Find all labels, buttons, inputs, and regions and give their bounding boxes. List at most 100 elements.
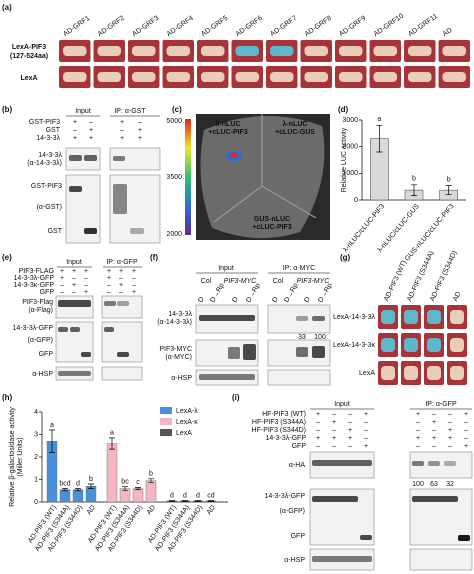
band [312,460,372,466]
colony [166,46,190,56]
legend-label: LexA [176,430,192,437]
sign: + [316,435,320,442]
blot-label: GST [48,228,63,235]
sign: + [60,268,64,275]
column-label: AD-GRF3 [131,15,160,38]
blot-label: 14-3-3λ [38,152,62,159]
significance-letter: b [89,476,93,483]
colony [339,46,363,56]
column-label: AD-GRF10 [373,12,405,38]
colony [235,72,259,82]
sign: + [73,135,77,142]
significance-letter: d [183,492,187,499]
lane-label: D→Rp [209,282,226,304]
construct-label: +cLUC-PIF3 [208,129,248,136]
column-label: AD-GRF8 [304,15,333,38]
legend-swatch [160,418,172,425]
sign: – [72,275,76,282]
sign: + [416,435,420,442]
colony [270,46,294,56]
treatment-label: 14-3-3λ-GFP [14,275,55,282]
blot [109,147,161,171]
blot-label: GFP [39,351,54,358]
error-bar [122,486,128,491]
sign: + [89,135,93,142]
row-label: LexA-14-3-3λ [333,314,376,321]
y-tick-label: 0 [354,197,358,204]
sign: – [364,419,368,426]
y-axis-label: Relative β-galactosidase activity [9,407,16,507]
blot-label: (α-GFP) [28,337,53,344]
row-label: LexA-14-3-3κ [333,342,376,349]
band [81,352,91,357]
sign: – [107,282,111,289]
error-bar [208,500,214,502]
x-tick-label: AD [146,504,157,516]
blot [101,366,143,381]
blot-label: (α-MYC) [165,354,192,361]
sign: + [120,135,124,142]
treatment-label: GFP [292,443,307,450]
y-axis-label: (Miller Units) [17,437,24,476]
significance-letter: a [50,422,54,429]
treatment-label: HF-PIF3 (S344A) [252,419,306,426]
band [312,316,325,321]
colony [381,338,395,352]
band [69,186,82,192]
blot [267,369,331,386]
significance-letter: d [76,480,80,487]
band [58,327,68,332]
sign: + [72,268,76,275]
sign: – [332,443,336,450]
sign: + [364,443,368,450]
construct-label: +cLUC-PIF3 [252,224,292,231]
significance-letter: d [196,492,200,499]
sign: – [119,289,123,296]
significance-letter: a [377,116,381,123]
lane-label: D [303,296,312,304]
construct-label: λ-nLUC [283,120,308,128]
colony [408,46,432,56]
sign: + [73,119,77,126]
y-tick-label: 2 [34,454,38,461]
sign: + [119,268,123,275]
header: IP: α-GFP [425,401,457,408]
colony [427,310,441,324]
genotype-label: PIF3-MYC [224,278,258,285]
significance-letter: b [149,471,153,478]
error-bar [195,500,201,502]
blot-label: 14-3-3λ-GFP [13,325,54,332]
sign: – [432,411,436,418]
panel-label: (e) [2,253,12,262]
construct-label: GUS-nLUC [254,216,290,223]
column-label: AD-GRF5 [200,15,229,38]
band [58,371,91,376]
band [113,156,125,161]
colony [201,72,225,82]
blot [109,174,161,244]
header: Input [75,108,91,115]
band [84,155,97,161]
bar [72,489,84,503]
sign: + [348,427,352,434]
colony [381,366,395,380]
sign: + [138,135,142,142]
band [243,344,256,360]
quantification: 100 [314,334,326,341]
colony [408,72,432,82]
column-label: AD-PIF3 (WT) [383,259,408,302]
sign: – [464,419,468,426]
band [117,352,129,357]
colony [442,72,466,82]
y-tick-label: 0 [34,499,38,506]
sign: + [316,411,320,418]
error-bar [88,483,94,489]
sign: + [138,127,142,134]
lane-label: D→Rp [283,282,300,304]
colony [427,338,441,352]
y-tick-label: 1000 [342,170,358,177]
error-bar [62,488,68,492]
row-label: LexA [20,75,37,82]
leaf-vein [213,114,317,223]
band [458,535,470,541]
